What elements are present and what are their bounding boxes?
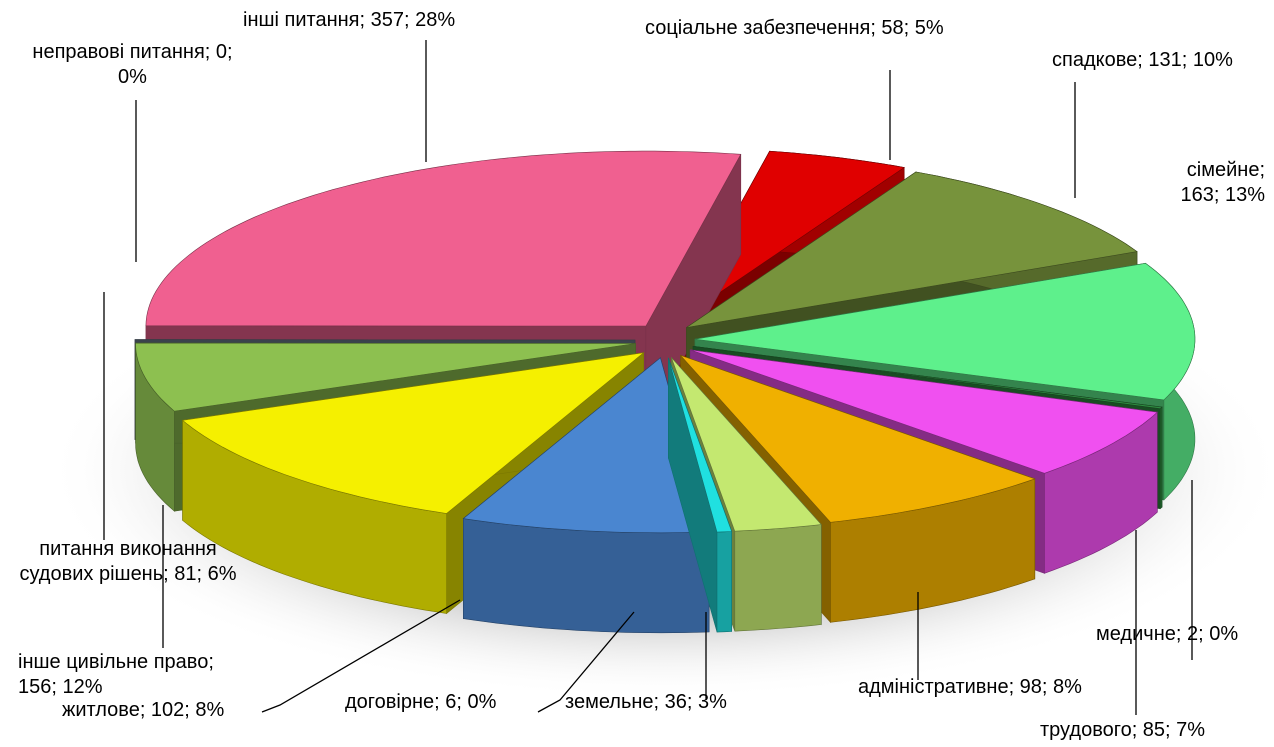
data-label: житлове; 102; 8% bbox=[62, 699, 225, 721]
data-label: адміністративне; 98; 8% bbox=[858, 676, 1082, 698]
slice-top bbox=[668, 357, 733, 533]
slice-top bbox=[680, 355, 1036, 523]
data-label: трудового; 85; 7% bbox=[1040, 719, 1206, 741]
data-label: соціальне забезпечення; 58; 5% bbox=[645, 17, 944, 39]
slice-wall bbox=[734, 524, 822, 632]
slice-top bbox=[135, 342, 636, 412]
data-label: медичне; 2; 0% bbox=[1096, 623, 1239, 645]
slice-top bbox=[690, 349, 1158, 474]
data-label: сімейне; 163; 13% bbox=[1180, 159, 1265, 206]
data-label: інші питання; 357; 28% bbox=[243, 9, 456, 31]
data-label: договірне; 6; 0% bbox=[345, 691, 497, 713]
slice-wall bbox=[463, 518, 710, 634]
slice-top bbox=[671, 357, 822, 532]
leader-lines bbox=[103, 40, 1193, 715]
slice-top bbox=[693, 346, 1163, 410]
slice-top bbox=[462, 357, 710, 534]
slice-top bbox=[694, 262, 1196, 401]
slice-wall bbox=[716, 531, 732, 633]
slice-top bbox=[674, 150, 905, 324]
slice-top bbox=[686, 171, 1138, 328]
data-label: питання виконання судових рішень; 81; 6% bbox=[19, 538, 237, 585]
slice-top bbox=[145, 150, 742, 327]
slice-top bbox=[181, 352, 645, 514]
slices bbox=[134, 150, 1196, 634]
leader-line bbox=[261, 599, 461, 713]
slice-wall bbox=[1159, 406, 1163, 510]
data-label: інше цивільне право; 156; 12% bbox=[18, 651, 214, 698]
data-label: земельне; 36; 3% bbox=[565, 691, 727, 713]
data-label: спадкове; 131; 10% bbox=[1052, 49, 1233, 71]
data-label: неправові питання; 0; 0% bbox=[32, 41, 233, 88]
leader-line bbox=[537, 611, 635, 713]
